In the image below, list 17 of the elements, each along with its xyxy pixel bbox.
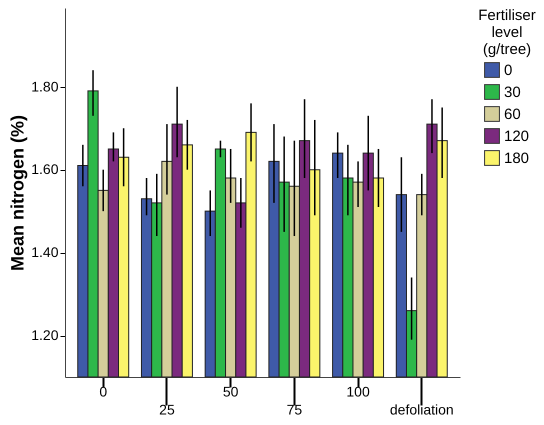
x-tick-label: 25 [159,402,175,418]
x-tick-label: 75 [286,402,302,418]
x-tick-label: 0 [99,384,108,400]
y-tick-label: 1.20 [31,327,59,344]
y-tick-label: 1.60 [31,161,59,178]
y-tick-label: 1.40 [31,244,59,260]
legend-label: 60 [504,106,521,123]
x-tick-label: 50 [222,384,239,400]
legend-label: 180 [504,150,530,167]
legend-title: Fertiliser level (g/tree) [478,7,536,58]
legend-label: 0 [504,62,512,79]
legend-label: 120 [504,128,530,145]
x-tick-label: defoliation [390,402,454,418]
y-tick-label: 1.80 [31,78,59,94]
legend-label: 30 [504,84,521,101]
y-axis-title: Mean nitrogen (%) [7,114,28,271]
x-tick-label: 100 [346,384,370,400]
